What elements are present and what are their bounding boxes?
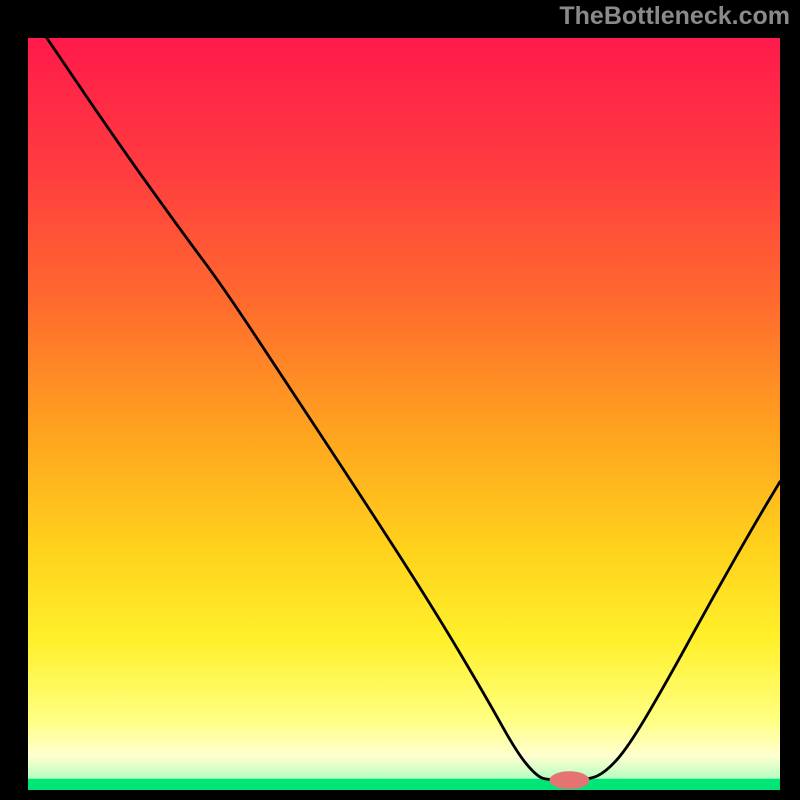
watermark-text: TheBottleneck.com [559,2,790,31]
optimal-marker [549,771,589,789]
chart-svg [28,38,780,790]
chart-frame [20,30,780,790]
chart-background [28,38,780,790]
green-band [28,779,780,790]
